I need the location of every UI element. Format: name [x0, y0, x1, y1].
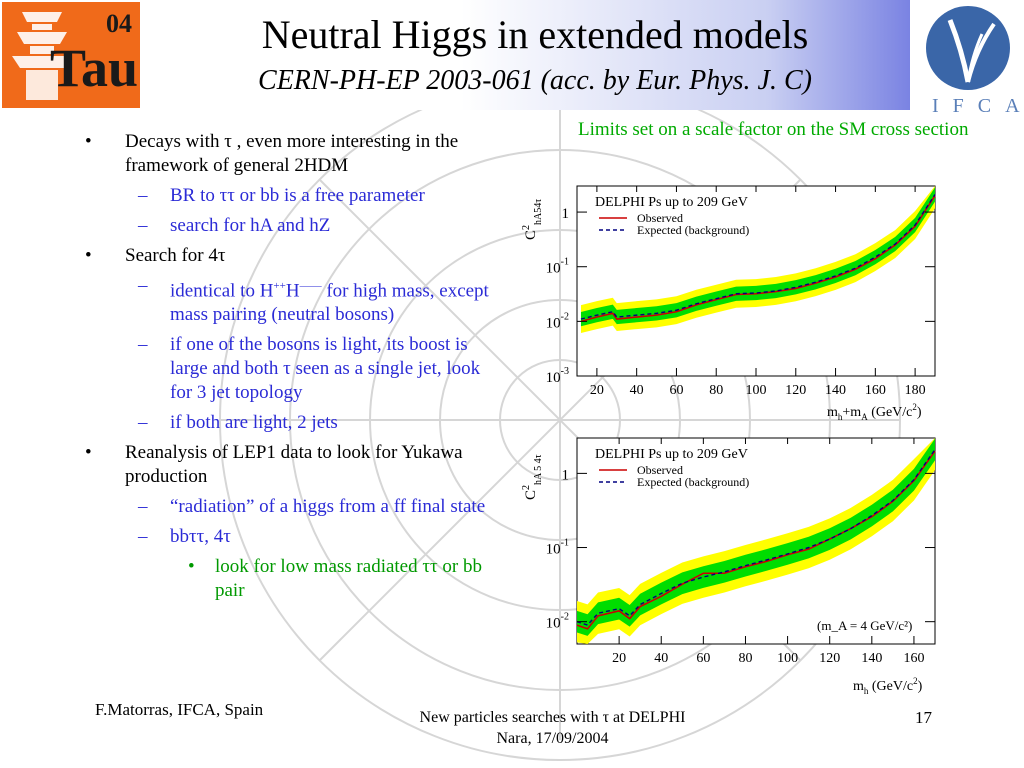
x-axis-label: mh (GeV/c2) — [853, 676, 923, 696]
band-1sigma — [580, 187, 935, 327]
x-tick-label: 120 — [785, 383, 806, 398]
x-tick-label: 80 — [709, 383, 723, 398]
footer-talk-date: Nara, 17/09/2004 — [496, 730, 609, 747]
ifca-logo: IFCA — [910, 0, 1024, 118]
x-tick-label: 120 — [819, 651, 840, 666]
bullet-list: • Decays with τ , even more interesting i… — [80, 130, 500, 609]
y-tick-label: 1 — [562, 467, 570, 483]
header-band — [0, 0, 1024, 110]
svg-text:IFCA: IFCA — [932, 95, 1024, 117]
y-tick-label: 10-2 — [546, 612, 569, 632]
x-tick-label: 80 — [738, 651, 752, 666]
series-expected — [576, 449, 936, 626]
subsubbullet-low-mass: • look for low mass radiated ττ or bb pai… — [188, 556, 482, 602]
footer-author: F.Matorras, IFCA, Spain — [95, 700, 264, 719]
x-tick-label: 20 — [612, 651, 626, 666]
x-tick-label: 40 — [654, 651, 668, 666]
footer-talk-title: New particles searches with τ at DELPHI — [419, 709, 686, 726]
bullet-search-4tau: • Search for 4τ — [85, 245, 226, 266]
subbullet-identical: – identical to H++H—— for high mass, exce… — [138, 275, 489, 326]
x-tick-label: 60 — [669, 383, 683, 398]
y-tick-label: 10-1 — [546, 538, 569, 558]
series-observed — [576, 450, 936, 630]
x-tick-label: 40 — [630, 383, 644, 398]
plot-annotation: (m_A = 4 GeV/c²) — [817, 618, 912, 633]
subbullet-bbtt: – bbττ, 4τ — [138, 526, 231, 548]
x-tick-label: 100 — [746, 383, 767, 398]
y-tick-label: 1 — [562, 206, 570, 222]
plot-title: DELPHI Ps up to 209 GeV — [595, 195, 748, 210]
x-tick-label: 160 — [903, 651, 924, 666]
x-tick-label: 180 — [905, 383, 926, 398]
footer-talk: New particles searches with τ at DELPHI … — [370, 707, 735, 749]
x-axis-label: mh+mA (GeV/c2) — [827, 402, 922, 420]
subbullet-both-light: – if both are light, 2 jets — [138, 412, 338, 434]
bullet-decays: • Decays with τ , even more interesting i… — [85, 131, 459, 176]
svg-text:Tau: Tau — [50, 38, 138, 98]
legend-observed: Observed — [637, 211, 683, 225]
limit-plot-ha: 20 40 60 80 100 120 140 160 180 1 10-1 10-2 10-3 Obs… — [521, 185, 936, 420]
subbullet-br: – BR to ττ or bb is a free parameter — [138, 185, 425, 206]
page-number: 17 — [915, 708, 932, 727]
legend-expected: Expected (background) — [637, 223, 749, 237]
y-axis-label: C2hA 5 4τ — [521, 454, 544, 500]
slide-subtitle: CERN-PH-EP 2003-061 (acc. by Eur. Phys. … — [258, 65, 812, 96]
svg-text:04: 04 — [106, 9, 132, 38]
x-tick-label: 100 — [777, 651, 798, 666]
limit-plot-h: 20 40 60 80 100 120 140 160 1 10-1 10-2 ObservedEx… — [521, 437, 936, 696]
series-observed — [580, 195, 936, 323]
x-tick-label: 140 — [861, 651, 882, 666]
y-tick-label: 10-1 — [546, 257, 569, 277]
y-axis-label: C2hA54τ — [521, 199, 544, 240]
subbullet-search-ha-hz: – search for hA and hZ — [138, 215, 331, 236]
subbullet-radiation: – “radiation” of a higgs from a ff final … — [138, 496, 486, 518]
band-1sigma — [577, 438, 935, 636]
plot-title: DELPHI Ps up to 209 GeV — [595, 447, 748, 462]
subbullet-one-light: – if one of the bosons is light, its boos… — [138, 334, 481, 404]
x-tick-label: 20 — [590, 383, 604, 398]
x-tick-label: 160 — [865, 383, 886, 398]
slide-title: Neutral Higgs in extended models — [261, 12, 809, 57]
x-tick-label: 60 — [696, 651, 710, 666]
y-tick-label: 10-2 — [546, 311, 569, 331]
tau04-logo: Tau 04 — [2, 2, 140, 108]
x-tick-label: 140 — [825, 383, 846, 398]
y-tick-label: 10-3 — [546, 366, 569, 386]
plot-caption: Limits set on a scale factor on the SM c… — [578, 119, 969, 140]
bullet-reanalysis: • Reanalysis of LEP1 data to look for Yuk… — [85, 442, 463, 488]
legend-expected: Expected (background) — [637, 475, 749, 489]
series-expected — [580, 194, 936, 320]
legend-observed: Observed — [637, 463, 683, 477]
